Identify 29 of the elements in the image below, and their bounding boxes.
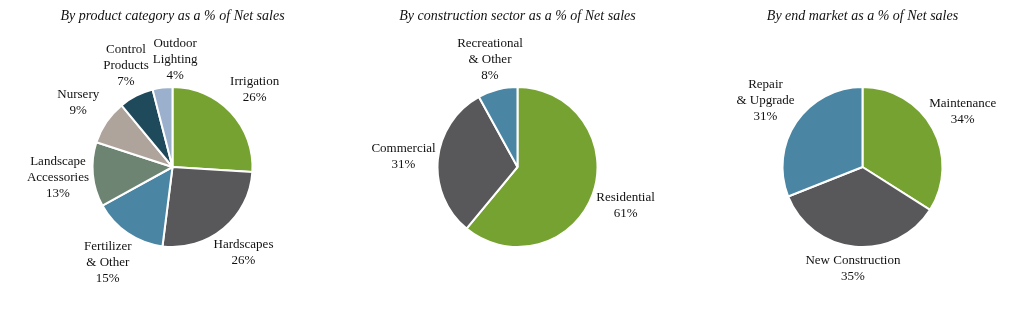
- slice-label: Irrigation: [230, 73, 280, 89]
- chart-title: By end market as a % of Net sales: [765, 8, 960, 25]
- data-label: 35%: [840, 267, 865, 283]
- slice-label: Nursery: [57, 86, 100, 102]
- slice-label: New Construction: [805, 251, 901, 267]
- data-label: 26%: [231, 252, 256, 268]
- data-label: 8%: [481, 67, 499, 83]
- slice-label: Hardscapes: [213, 236, 274, 252]
- data-label: 15%: [95, 269, 120, 285]
- data-label: 31%: [391, 155, 416, 171]
- slice-label: Outdoor Lighting: [152, 34, 198, 66]
- data-label: 31%: [753, 108, 778, 124]
- slice-label: Repair & Upgrade: [736, 76, 795, 108]
- slice-label: Commercial: [371, 139, 437, 155]
- slice-label: Landscape Accessories: [26, 153, 90, 185]
- chart-title: By product category as a % of Net sales: [59, 8, 286, 25]
- data-label: 26%: [242, 89, 267, 105]
- data-label: 9%: [69, 102, 88, 118]
- data-label: 61%: [613, 205, 638, 221]
- slice-label: Fertilizer & Other: [83, 237, 133, 269]
- chart-title: By construction sector as a % of Net sales: [398, 8, 637, 25]
- slice-label: Recreational & Other: [457, 35, 524, 67]
- data-label: 7%: [117, 73, 135, 89]
- slice-label: Residential: [596, 189, 656, 205]
- data-label: 13%: [46, 185, 71, 201]
- slice-label: Control Products: [103, 41, 149, 73]
- slice-label: Maintenance: [929, 95, 997, 111]
- data-label: 34%: [950, 111, 975, 127]
- data-label: 4%: [166, 66, 184, 82]
